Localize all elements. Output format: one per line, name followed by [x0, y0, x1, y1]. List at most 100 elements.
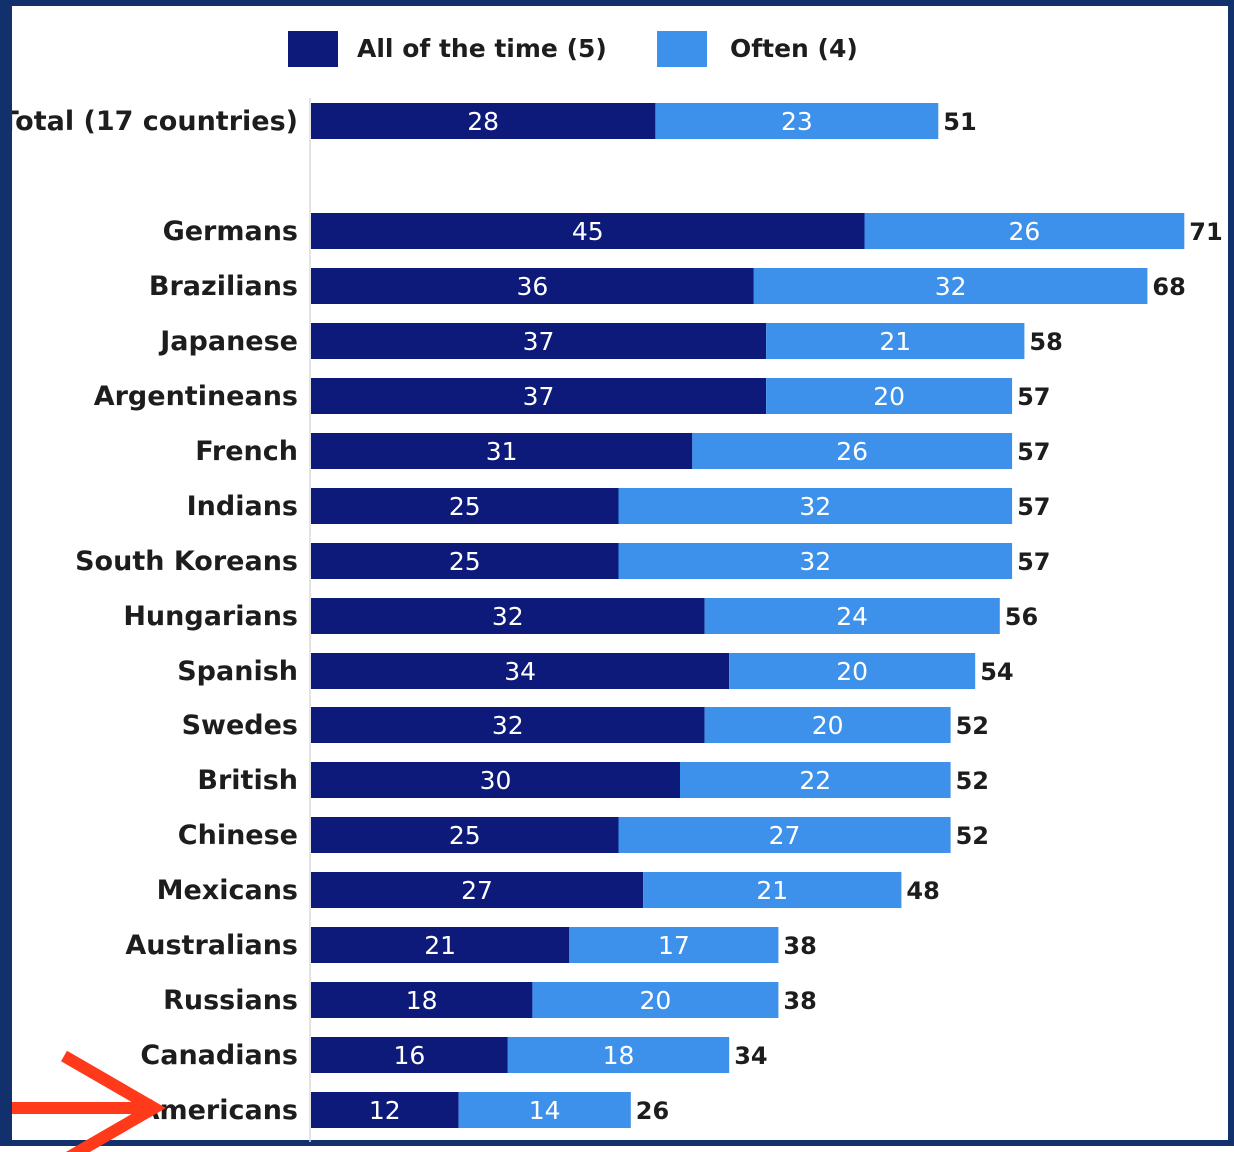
- bar-often-south-koreans: [618, 543, 1013, 579]
- value-label-often-mexicans: 21: [756, 876, 788, 905]
- category-label-swedes: Swedes: [182, 710, 298, 741]
- category-label-americans: Americans: [139, 1095, 298, 1126]
- value-label-all-of-the-time-swedes: 32: [492, 711, 524, 740]
- value-label-often-swedes: 20: [812, 711, 844, 740]
- value-label-often-brazilians: 32: [935, 272, 967, 301]
- bar-often-spanish: [729, 653, 976, 689]
- bar-often-french: [692, 433, 1013, 469]
- value-label-often-germans: 26: [1008, 217, 1040, 246]
- bar-all-of-the-time-brazilians: [311, 268, 754, 304]
- category-label-russians: Russians: [163, 985, 298, 1016]
- bar-often-total-17-countries: [655, 103, 939, 139]
- category-label-germans: Germans: [163, 216, 298, 247]
- category-label-total-17-countries: Total (17 countries): [12, 106, 298, 137]
- legend-swatch-all-of-the-time: [288, 31, 338, 67]
- value-label-all-of-the-time-mexicans: 27: [461, 876, 493, 905]
- bar-all-of-the-time-french: [311, 433, 693, 469]
- value-label-often-indians: 32: [799, 492, 831, 521]
- bar-often-germans: [864, 213, 1185, 249]
- value-label-all-of-the-time-chinese: 25: [449, 821, 481, 850]
- value-label-often-russians: 20: [639, 986, 671, 1015]
- bar-often-brazilians: [753, 268, 1148, 304]
- category-label-brazilians: Brazilians: [149, 271, 298, 302]
- total-label-germans: 71: [1189, 218, 1222, 246]
- total-label-russians: 38: [783, 987, 816, 1015]
- bar-often-australians: [569, 927, 779, 963]
- total-label-australians: 38: [783, 932, 816, 960]
- category-label-canadians: Canadians: [140, 1040, 298, 1071]
- total-label-brazilians: 68: [1152, 273, 1185, 301]
- value-label-often-total-17-countries: 23: [781, 107, 813, 136]
- bar-all-of-the-time-total-17-countries: [311, 103, 656, 139]
- bar-often-hungarians: [704, 598, 1000, 634]
- bar-often-swedes: [704, 707, 951, 743]
- value-label-often-canadians: 18: [603, 1041, 635, 1070]
- bar-all-of-the-time-argentineans: [311, 378, 767, 414]
- bar-often-canadians: [507, 1037, 730, 1073]
- bar-all-of-the-time-south-koreans: [311, 543, 619, 579]
- value-label-often-australians: 17: [658, 931, 690, 960]
- value-label-all-of-the-time-brazilians: 36: [516, 272, 548, 301]
- legend: All of the time (5) Often (4): [288, 31, 858, 67]
- value-label-often-argentineans: 20: [873, 382, 905, 411]
- bar-all-of-the-time-canadians: [311, 1037, 508, 1073]
- value-label-often-americans: 14: [529, 1096, 561, 1125]
- bar-often-chinese: [618, 817, 951, 853]
- category-label-japanese: Japanese: [158, 326, 298, 357]
- value-label-all-of-the-time-british: 30: [480, 766, 512, 795]
- category-label-australians: Australians: [125, 930, 298, 961]
- value-label-all-of-the-time-spanish: 34: [504, 657, 536, 686]
- bar-all-of-the-time-swedes: [311, 707, 705, 743]
- bar-all-of-the-time-mexicans: [311, 872, 644, 908]
- category-label-french: French: [195, 436, 298, 467]
- category-label-south-koreans: South Koreans: [75, 546, 298, 577]
- value-label-all-of-the-time-japanese: 37: [523, 327, 555, 356]
- category-label-argentineans: Argentineans: [94, 381, 298, 412]
- legend-label-all-of-the-time: All of the time (5): [357, 34, 607, 63]
- value-label-all-of-the-time-canadians: 16: [393, 1041, 425, 1070]
- highlight-arrow-icon: [12, 1050, 166, 1152]
- bar-all-of-the-time-indians: [311, 488, 619, 524]
- value-label-often-french: 26: [836, 437, 868, 466]
- bar-all-of-the-time-spanish: [311, 653, 730, 689]
- value-label-all-of-the-time-south-koreans: 25: [449, 547, 481, 576]
- value-label-all-of-the-time-germans: 45: [572, 217, 604, 246]
- bars-group: Total (17 countries) 28 23 51 Germans 45 26 71 B…: [12, 103, 1223, 1128]
- value-label-often-chinese: 27: [769, 821, 801, 850]
- bar-all-of-the-time-hungarians: [311, 598, 705, 634]
- category-label-british: British: [197, 765, 298, 796]
- total-label-spanish: 54: [980, 658, 1013, 686]
- total-label-south-koreans: 57: [1017, 548, 1050, 576]
- value-label-all-of-the-time-total-17-countries: 28: [467, 107, 499, 136]
- legend-swatch-often: [657, 31, 707, 67]
- total-label-total-17-countries: 51: [943, 108, 976, 136]
- bar-often-russians: [532, 982, 779, 1018]
- total-label-swedes: 52: [956, 712, 989, 740]
- legend-label-often: Often (4): [730, 34, 858, 63]
- total-label-british: 52: [956, 767, 989, 795]
- value-label-often-spanish: 20: [836, 657, 868, 686]
- arrow-head: [60, 1050, 166, 1152]
- value-label-all-of-the-time-argentineans: 37: [523, 382, 555, 411]
- bar-all-of-the-time-germans: [311, 213, 865, 249]
- stacked-bar-chart: All of the time (5) Often (4) Total (17 …: [12, 31, 1223, 1152]
- value-label-often-hungarians: 24: [836, 602, 868, 631]
- total-label-chinese: 52: [956, 822, 989, 850]
- bar-often-british: [680, 762, 951, 798]
- total-label-french: 57: [1017, 438, 1050, 466]
- value-label-all-of-the-time-french: 31: [486, 437, 518, 466]
- value-label-often-south-koreans: 32: [799, 547, 831, 576]
- bar-often-argentineans: [766, 378, 1013, 414]
- total-label-mexicans: 48: [906, 877, 939, 905]
- bar-all-of-the-time-russians: [311, 982, 533, 1018]
- value-label-often-british: 22: [799, 766, 831, 795]
- bar-often-americans: [458, 1092, 631, 1128]
- total-label-japanese: 58: [1029, 328, 1062, 356]
- value-label-all-of-the-time-australians: 21: [424, 931, 456, 960]
- value-label-often-japanese: 21: [879, 327, 911, 356]
- total-label-canadians: 34: [734, 1042, 767, 1070]
- value-label-all-of-the-time-hungarians: 32: [492, 602, 524, 631]
- total-label-argentineans: 57: [1017, 383, 1050, 411]
- bar-all-of-the-time-australians: [311, 927, 570, 963]
